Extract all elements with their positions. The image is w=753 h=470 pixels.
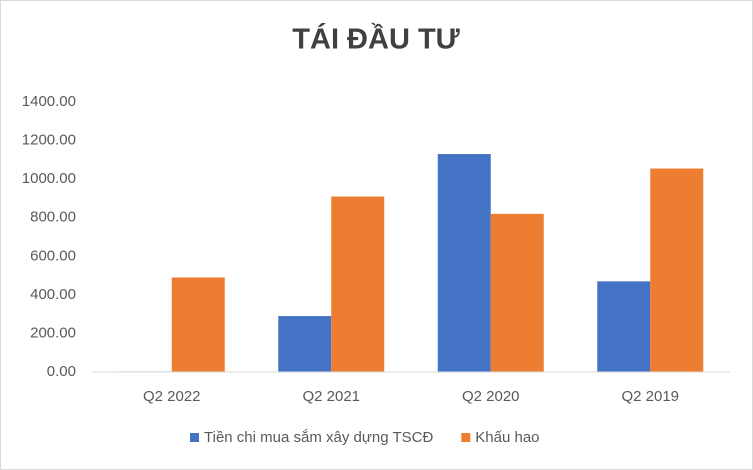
bar <box>437 154 491 372</box>
x-tick-label: Q2 2020 <box>462 388 520 405</box>
y-tick-label: 1200.00 <box>22 132 76 149</box>
bar <box>171 277 225 372</box>
bar <box>331 196 385 372</box>
y-tick-label: 200.00 <box>30 324 76 341</box>
x-tick-label: Q2 2019 <box>621 388 679 405</box>
legend-label: Khấu hao <box>475 429 539 446</box>
x-tick-label: Q2 2022 <box>143 388 201 405</box>
legend-label: Tiền chi mua sắm xây dựng TSCĐ <box>204 429 433 446</box>
y-tick-label: 400.00 <box>30 286 76 303</box>
bar <box>597 281 651 372</box>
y-tick-label: 1000.00 <box>22 170 76 187</box>
bar <box>650 168 704 372</box>
y-tick-label: 800.00 <box>30 209 76 226</box>
y-tick-label: 0.00 <box>47 363 76 380</box>
x-tick-label: Q2 2021 <box>302 388 360 405</box>
legend-swatch <box>190 433 199 442</box>
y-tick-label: 1400.00 <box>22 93 76 110</box>
bar <box>278 316 332 372</box>
bar <box>490 213 544 372</box>
y-tick-label: 600.00 <box>30 247 76 264</box>
chart-title: TÁI ĐẦU TƯ <box>292 22 460 56</box>
legend-swatch <box>461 433 471 442</box>
